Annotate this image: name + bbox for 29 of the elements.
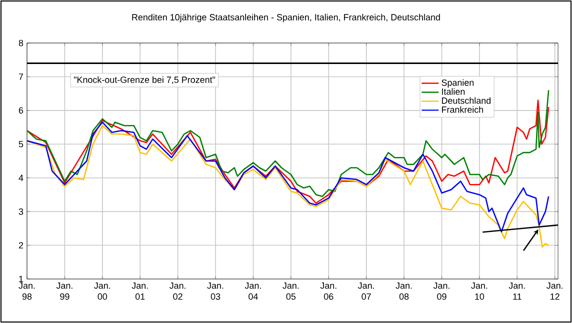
legend-label: Frankreich — [442, 106, 484, 113]
y-tick-label: 2 — [18, 242, 24, 248]
x-tick-label: Jan. 07 — [358, 282, 374, 300]
x-tick-label: Jan. 99 — [56, 282, 72, 300]
chart-title: Renditen 10jährige Staatsanleihen - Spanien, Italien, Frankreich, Deutschland — [132, 14, 440, 22]
legend-label: Deutschland — [442, 97, 491, 104]
y-tick-label: 7 — [18, 74, 24, 80]
x-tick-label: Jan. 12 — [546, 282, 563, 300]
ref-line-label: "Knock-out-Grenze bei 7,5 Prozent" — [74, 76, 216, 84]
legend-label: Italien — [442, 88, 465, 95]
x-tick-label: Jan. 03 — [207, 282, 224, 300]
x-tick-label: Jan. 08 — [396, 282, 412, 300]
y-tick-label: 1 — [19, 276, 24, 282]
x-tick-label: Jan. 09 — [433, 282, 450, 300]
x-tick-label: Jan. 98 — [18, 282, 35, 300]
y-tick-label: 5 — [18, 141, 24, 148]
x-tick-label: Jan. 00 — [94, 282, 110, 300]
x-tick-label: Jan. 06 — [320, 282, 336, 300]
y-tick-label: 4 — [18, 174, 24, 181]
y-tick-label: 3 — [18, 208, 24, 215]
x-tick-label: Jan. 10 — [471, 282, 488, 300]
x-tick-label: Jan. 01 — [132, 282, 148, 300]
x-tick-label: Jan. 11 — [508, 282, 525, 300]
y-tick-label: 6 — [18, 107, 24, 114]
y-tick-label: 8 — [18, 40, 24, 46]
x-tick-label: Jan. 04 — [244, 282, 261, 300]
x-tick-label: Jan. 05 — [282, 282, 299, 300]
legend-label: Spanien — [442, 79, 474, 88]
x-tick-label: Jan. 02 — [169, 282, 186, 300]
